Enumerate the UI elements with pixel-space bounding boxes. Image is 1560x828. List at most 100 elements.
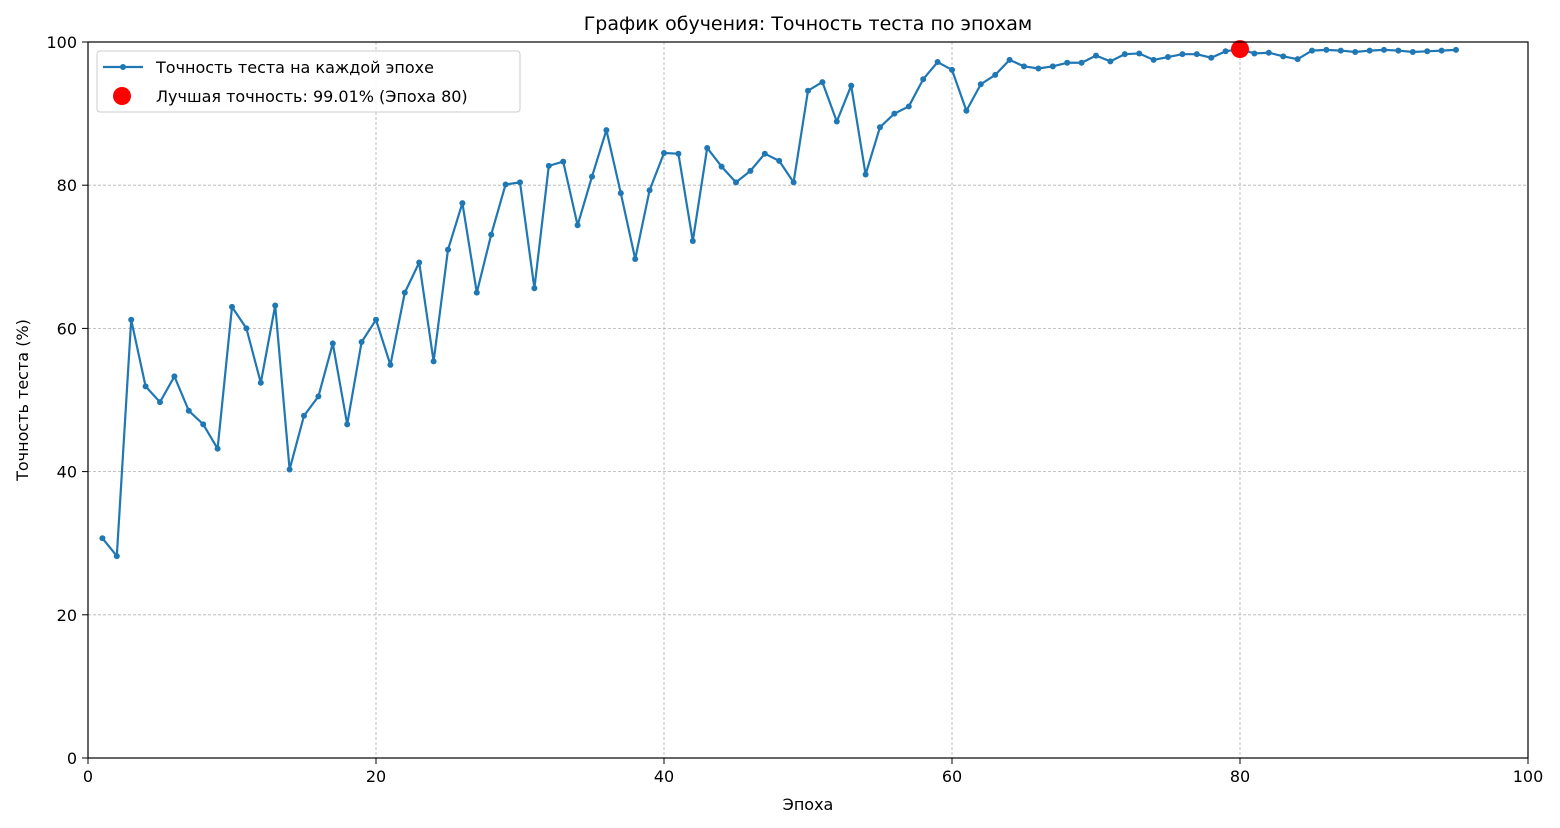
y-tick-label: 80 [57, 176, 77, 195]
data-point [1064, 59, 1071, 66]
data-point [1165, 54, 1171, 61]
data-point [718, 163, 725, 170]
data-point [992, 71, 999, 78]
x-tick-label: 0 [83, 767, 93, 786]
data-point [113, 553, 120, 560]
data-point [1409, 49, 1416, 56]
data-point [1438, 47, 1445, 54]
best-point-group [1231, 40, 1249, 59]
data-point [517, 179, 523, 186]
data-point [1136, 50, 1143, 57]
y-axis-label: Точность теста (%) [13, 319, 32, 482]
data-point [920, 76, 927, 83]
data-point [545, 162, 552, 169]
y-tick-label: 60 [57, 319, 77, 338]
data-point [1006, 56, 1013, 63]
x-axis: 0 20 40 60 80 100 [83, 758, 1543, 786]
data-point [560, 158, 567, 165]
data-point [776, 157, 783, 164]
data-point [1035, 65, 1042, 72]
legend-label-series: Точность теста на каждой эпохе [155, 58, 434, 77]
data-point [488, 231, 495, 238]
best-accuracy-point [1231, 40, 1249, 59]
data-point [1395, 47, 1402, 54]
data-point [459, 200, 466, 207]
data-point [617, 190, 624, 197]
data-point [416, 259, 423, 266]
data-point [1381, 46, 1387, 53]
data-point [934, 59, 941, 66]
grid [87, 41, 1529, 759]
series-line [101, 47, 1457, 558]
data-point [214, 445, 221, 452]
data-point [963, 107, 970, 114]
data-point [157, 399, 163, 406]
data-point [502, 181, 509, 188]
data-point [315, 393, 322, 400]
x-tick-label: 60 [942, 767, 962, 786]
y-tick-label: 100 [46, 33, 77, 52]
data-point [675, 150, 682, 157]
data-point [171, 373, 178, 380]
data-point [574, 222, 581, 229]
data-point [272, 302, 279, 309]
x-tick-label: 20 [366, 767, 386, 786]
data-point [229, 303, 235, 310]
data-point [344, 421, 351, 428]
data-point [848, 82, 855, 89]
data-point [589, 173, 595, 180]
data-point [1337, 47, 1344, 54]
data-point [862, 171, 869, 178]
y-axis: 0 20 40 60 80 100 [46, 33, 88, 768]
data-point [949, 66, 955, 73]
data-point [329, 340, 336, 347]
data-point [1150, 56, 1157, 63]
data-point [1078, 59, 1085, 66]
x-tick-label: 80 [1230, 767, 1250, 786]
data-point [891, 110, 898, 117]
data-point [1366, 47, 1373, 54]
data-point [1424, 48, 1431, 55]
data-point [1323, 46, 1330, 53]
data-point [1251, 50, 1258, 57]
data-point [473, 289, 480, 296]
x-tick-label: 40 [654, 767, 674, 786]
data-point [1179, 51, 1186, 58]
data-point [1280, 53, 1287, 60]
data-point [430, 358, 437, 365]
data-point [1093, 52, 1099, 59]
data-point [661, 149, 667, 156]
x-axis-label: Эпоха [783, 795, 834, 814]
legend: Точность теста на каждой эпохе Лучшая то… [96, 50, 521, 113]
legend-box [96, 50, 521, 113]
data-point [1193, 51, 1200, 58]
data-point [704, 144, 711, 151]
data-point [632, 255, 639, 262]
data-point [1265, 49, 1272, 56]
data-point [358, 339, 365, 346]
data-point [373, 316, 379, 323]
data-point [445, 246, 451, 253]
data-point [747, 167, 754, 174]
data-point [243, 325, 250, 332]
data-point [790, 179, 797, 186]
legend-label-best: Лучшая точность: 99.01% (Эпоха 80) [156, 87, 468, 106]
data-point [603, 127, 610, 134]
data-point [531, 285, 538, 292]
chart-title: График обучения: Точность теста по эпоха… [584, 13, 1033, 35]
legend-marker-sample [120, 64, 126, 70]
data-point [877, 124, 883, 131]
data-point [401, 289, 408, 296]
data-point [977, 81, 984, 88]
data-point [905, 103, 912, 110]
y-tick-label: 0 [67, 749, 77, 768]
data-point [99, 535, 106, 542]
data-point [1107, 58, 1114, 65]
y-tick-label: 20 [57, 606, 77, 625]
data-point [1309, 47, 1315, 54]
data-point [805, 87, 811, 94]
data-point [833, 118, 840, 125]
data-point [286, 466, 293, 473]
data-point [1021, 63, 1027, 70]
data-point [1453, 46, 1459, 53]
